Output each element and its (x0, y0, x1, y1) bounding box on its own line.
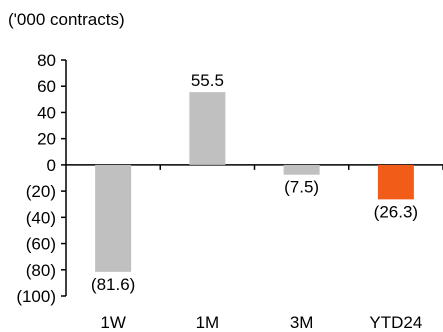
y-tick-label: (40) (26, 208, 56, 227)
unit-label: ('000 contracts) (8, 10, 125, 29)
y-tick-label: 0 (47, 156, 56, 175)
y-tick-label: (80) (26, 261, 56, 280)
bar-1m (189, 92, 226, 165)
bar-ytd24 (377, 164, 414, 200)
bar-1w (95, 164, 132, 272)
x-tick-label: 3M (290, 313, 314, 332)
y-tick-label: (60) (26, 235, 56, 254)
y-tick-label: (20) (26, 182, 56, 201)
data-label: (7.5) (284, 178, 319, 197)
y-tick-label: 80 (37, 51, 56, 70)
bar-3m (283, 164, 320, 175)
y-tick-label: 40 (37, 103, 56, 122)
y-tick-label: 20 (37, 130, 56, 149)
y-tick-label: (100) (16, 287, 56, 306)
data-label: (81.6) (91, 275, 135, 294)
x-tick-label: 1M (196, 313, 220, 332)
data-label: 55.5 (191, 71, 224, 90)
data-label: (26.3) (374, 202, 418, 221)
x-tick-label: 1W (100, 313, 126, 332)
x-tick-label: YTD24 (369, 313, 422, 332)
y-tick-label: 60 (37, 77, 56, 96)
